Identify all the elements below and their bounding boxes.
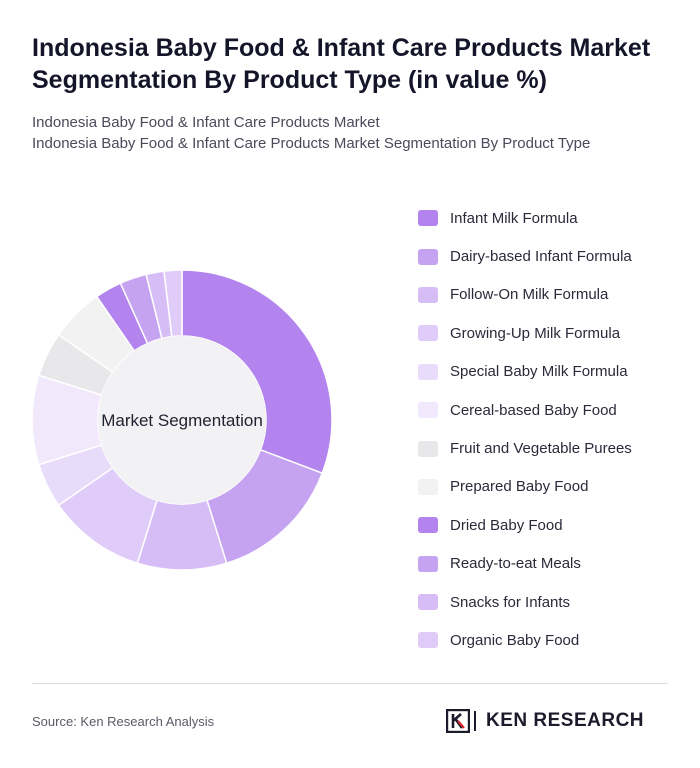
legend-swatch [418,632,438,649]
legend-swatch [418,210,438,227]
footer-divider [32,683,668,684]
legend-label: Dairy-based Infant Formula [450,248,632,266]
chart-title: Indonesia Baby Food & Infant Care Produc… [32,34,651,94]
legend-label: Snacks for Infants [450,593,571,611]
legend-item: Organic Baby Food [418,621,688,659]
legend-label: Prepared Baby Food [450,478,589,496]
ken-research-logo: KEN RESEARCH [446,706,644,736]
legend-swatch [418,517,438,534]
legend-label: Ready-to-eat Meals [450,555,581,573]
legend-item: Snacks for Infants [418,583,688,621]
legend-label: Follow-On Milk Formula [450,286,609,304]
legend-swatch [418,325,438,342]
legend-swatch [418,594,438,611]
legend-swatch [418,555,438,572]
legend-item: Fruit and Vegetable Purees [418,429,688,467]
legend-swatch [418,363,438,380]
donut-center-label: Market Segmentation [101,411,263,430]
legend-label: Special Baby Milk Formula [450,363,628,381]
legend-item: Ready-to-eat Meals [418,545,688,583]
ken-research-k-logo-icon [446,709,470,733]
logo-separator [474,711,476,731]
source-note: Source: Ken Research Analysis [32,714,215,729]
legend-item: Dried Baby Food [418,506,688,544]
legend-item: Dairy-based Infant Formula [418,237,688,275]
legend-item: Follow-On Milk Formula [418,276,688,314]
donut-hole [98,336,266,504]
legend-label: Fruit and Vegetable Purees [450,440,632,458]
logo-text: KEN RESEARCH [486,710,645,731]
legend-item: Infant Milk Formula [418,199,688,237]
donut-chart: Market Segmentation [31,269,333,571]
legend-item: Special Baby Milk Formula [418,353,688,391]
legend-swatch [418,248,438,265]
legend-item: Growing-Up Milk Formula [418,314,688,352]
subtitle-line-1: Indonesia Baby Food & Infant Care Produc… [32,114,380,131]
legend-item: Prepared Baby Food [418,468,688,506]
chart-legend: Infant Milk Formula Dairy-based Infant Fo… [418,199,688,660]
legend-label: Growing-Up Milk Formula [450,324,621,342]
legend-label: Infant Milk Formula [450,209,578,227]
legend-swatch [418,286,438,303]
legend-swatch [418,402,438,419]
legend-item: Cereal-based Baby Food [418,391,688,429]
legend-label: Dried Baby Food [450,516,563,534]
chart-subtitle: Indonesia Baby Food & Infant Care Produc… [32,112,672,154]
legend-label: Organic Baby Food [450,631,580,649]
subtitle-line-2: Indonesia Baby Food & Infant Care Produc… [32,135,591,152]
legend-swatch [418,478,438,495]
legend-swatch [418,440,438,457]
legend-label: Cereal-based Baby Food [450,401,617,419]
